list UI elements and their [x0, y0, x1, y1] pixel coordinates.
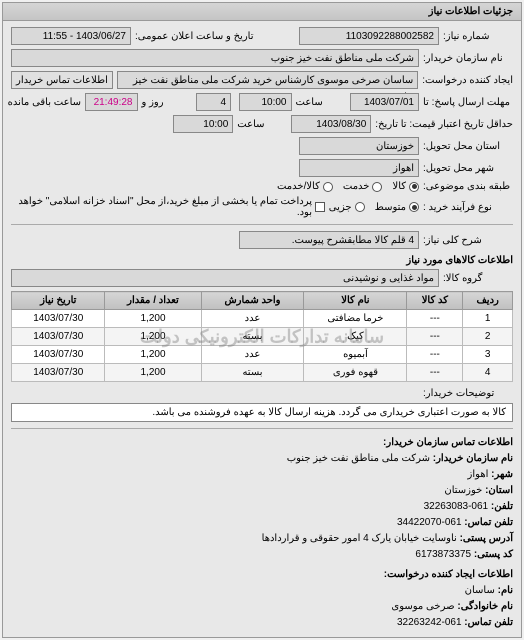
contact-req-block: اطلاعات ایجاد کننده درخواست: نام: ساسان …	[11, 567, 513, 631]
col-row: ردیف	[463, 292, 513, 310]
details-panel: جزئیات اطلاعات نیاز شماره نیاز: 11030922…	[2, 2, 522, 638]
creator-field: ساسان صرخی موسوی کارشناس خرید شرکت ملی م…	[117, 71, 418, 89]
group-label: گروه کالا:	[443, 273, 513, 284]
class-label: طبقه بندی موضوعی:	[423, 181, 513, 192]
radio-goods[interactable]: کالا	[392, 181, 419, 192]
contact-org-block: اطلاعات تماس سازمان خریدار: نام سازمان خ…	[11, 435, 513, 563]
table-row: 2 --- کیک بسته 1,200 1403/07/30	[12, 328, 513, 346]
table-row: 1 --- خرما مضافتی عدد 1,200 1403/07/30	[12, 310, 513, 328]
resp-date: 1403/07/01	[350, 93, 420, 111]
valid-label: حداقل تاریخ اعتبار قیمت: تا تاریخ:	[375, 119, 513, 130]
days-field: 4	[196, 93, 232, 111]
items-table: ردیف کد کالا نام کالا واحد شمارش تعداد /…	[11, 291, 513, 382]
contact-org-title: اطلاعات تماس سازمان خریدار:	[11, 435, 513, 451]
radio-dot-icon	[409, 182, 419, 192]
panel-body: شماره نیاز: 1103092288002582 تاریخ و ساع…	[3, 21, 521, 637]
items-table-wrap: ردیف کد کالا نام کالا واحد شمارش تعداد /…	[11, 291, 513, 382]
ann-dt-label: تاریخ و ساعت اعلان عمومی:	[135, 31, 254, 42]
checkbox-icon	[315, 202, 325, 212]
city-field: اهواز	[299, 159, 419, 177]
resp-time: 10:00	[239, 93, 292, 111]
col-unit: واحد شمارش	[201, 292, 304, 310]
need-title: 4 قلم کالا مطابقشرح پیوست.	[239, 231, 419, 249]
panel-title: جزئیات اطلاعات نیاز	[3, 3, 521, 21]
divider	[11, 428, 513, 429]
col-code: کد کالا	[407, 292, 463, 310]
treasury-check[interactable]: پرداخت تمام یا بخشی از مبلغ خرید،از محل …	[11, 196, 325, 218]
table-row: 3 --- آبمیوه عدد 1,200 1403/07/30	[12, 346, 513, 364]
req-no-field: 1103092288002582	[299, 27, 439, 45]
time-label-1: ساعت	[296, 97, 346, 108]
radio-mid[interactable]: متوسط	[375, 202, 419, 213]
city-label: شهر محل تحویل:	[423, 163, 513, 174]
creator-label: ایجاد کننده درخواست:	[422, 75, 513, 86]
valid-date: 1403/08/30	[291, 115, 371, 133]
buyer-field: شرکت ملی مناطق نفت خیز جنوب	[11, 49, 419, 67]
contact-req-title: اطلاعات ایجاد کننده درخواست:	[11, 567, 513, 583]
remain-field: 21:49:28	[85, 93, 138, 111]
process-label: نوع فرآیند خرید :	[423, 202, 513, 213]
prov-field: خوزستان	[299, 137, 419, 155]
radio-service[interactable]: خدمت	[343, 181, 383, 192]
radio-icon	[355, 202, 365, 212]
buyer-note-label: توضیحات خریدار:	[423, 388, 513, 399]
col-qty: تعداد / مقدار	[105, 292, 201, 310]
time-label-2: ساعت	[237, 119, 287, 130]
items-section-title: اطلاعات کالاهای مورد نیاز	[11, 255, 513, 266]
divider	[11, 224, 513, 225]
ann-dt-field: 1403/06/27 - 11:55	[11, 27, 131, 45]
items-tbody: 1 --- خرما مضافتی عدد 1,200 1403/07/30 2…	[12, 310, 513, 382]
process-radio-group: متوسط جزیی	[329, 202, 419, 213]
radio-dot-icon	[409, 202, 419, 212]
need-title-label: شرح کلی نیاز:	[423, 235, 513, 246]
radio-part[interactable]: جزیی	[329, 202, 365, 213]
group-field: مواد غذایی و نوشیدنی	[11, 269, 439, 287]
radio-both[interactable]: کالا/خدمت	[277, 181, 333, 192]
radio-icon	[323, 182, 333, 192]
radio-icon	[372, 182, 382, 192]
buyer-label: نام سازمان خریدار:	[423, 53, 513, 64]
prov-label: استان محل تحویل:	[423, 141, 513, 152]
req-no-label: شماره نیاز:	[443, 31, 513, 42]
days-label: روز و	[142, 97, 192, 108]
buyer-note: کالا به صورت اعتباری خریداری می گردد. هز…	[11, 403, 513, 422]
col-date: تاریخ نیاز	[12, 292, 105, 310]
remain-label: ساعت باقی مانده	[11, 97, 81, 108]
class-radio-group: کالا خدمت کالا/خدمت	[277, 181, 419, 192]
contact-button[interactable]: اطلاعات تماس خریدار	[11, 71, 113, 89]
table-row: 4 --- قهوه فوری بسته 1,200 1403/07/30	[12, 364, 513, 382]
col-name: نام کالا	[304, 292, 407, 310]
valid-time: 10:00	[173, 115, 233, 133]
resp-label: مهلت ارسال پاسخ: تا	[423, 97, 513, 108]
